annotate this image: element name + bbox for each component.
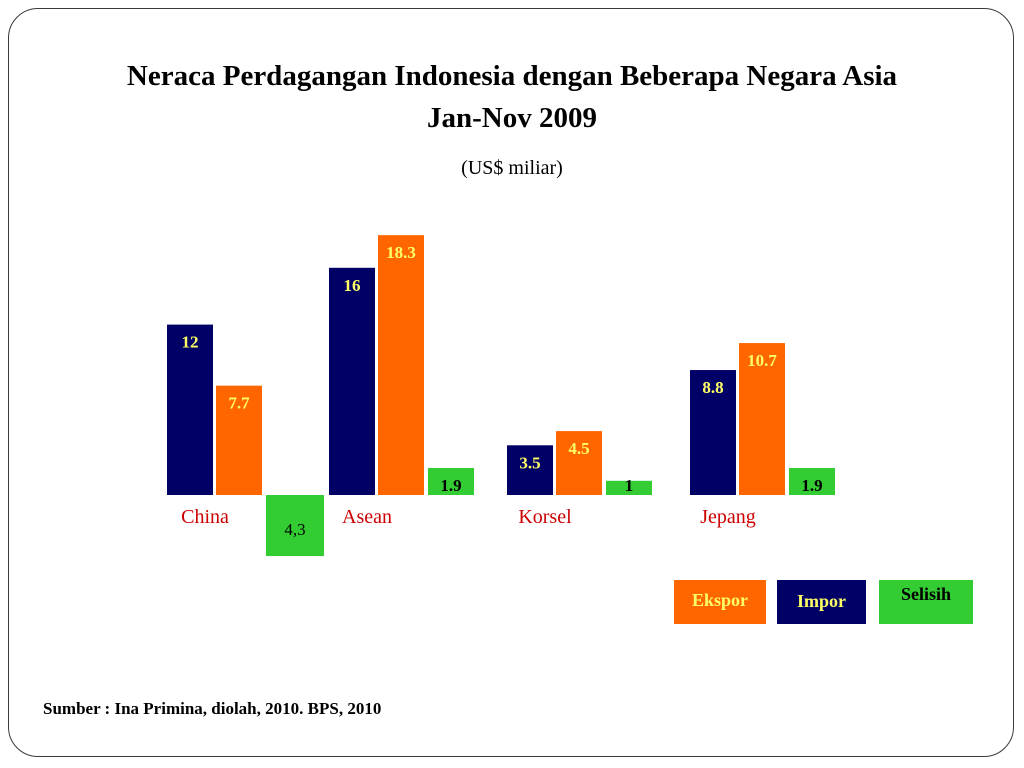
bar-selisih-jepang: [789, 468, 835, 495]
data-label-ekspor-asean: 18.3: [386, 243, 416, 262]
data-label-selisih-jepang: 1.9: [801, 476, 822, 495]
bar-ekspor-korsel: [556, 431, 602, 495]
data-label-ekspor-jepang: 10.7: [747, 351, 777, 370]
chart-title-period: Jan-Nov 2009: [427, 102, 597, 134]
data-label-impor-china: 12: [182, 333, 199, 352]
category-label-korsel: Korsel: [518, 506, 572, 528]
category-label-jepang: Jepang: [700, 506, 756, 528]
bar-selisih-china: [266, 495, 324, 557]
data-label-ekspor-china: 7.7: [228, 394, 250, 413]
legend-impor: Impor: [777, 580, 866, 624]
bar-ekspor-jepang: [739, 343, 785, 495]
bar-ekspor-asean: [378, 235, 424, 495]
chart-unit: (US$ miliar): [461, 157, 563, 179]
data-label-impor-asean: 16: [344, 276, 361, 295]
legend-selisih: Selisih: [879, 580, 973, 624]
chart-title: Neraca Perdagangan Indonesia dengan Bebe…: [126, 60, 898, 92]
data-label-selisih-china: 4,3: [284, 520, 305, 539]
bar-selisih-asean: [428, 468, 474, 495]
bar-impor-china: [167, 324, 213, 495]
legend-ekspor: Ekspor: [674, 580, 766, 624]
bar-chart: 12 7.7 4,3 China 16 18.3 1.9 Asean 3.5 4.5 1 Korsel…: [167, 235, 835, 557]
bar-impor-asean: [329, 267, 375, 495]
bar-impor-jepang: [690, 370, 736, 495]
data-label-ekspor-korsel: 4.5: [568, 439, 589, 458]
data-label-selisih-korsel: 1: [625, 476, 634, 495]
slide-frame: [8, 8, 1014, 757]
data-label-selisih-asean: 1.9: [440, 476, 461, 495]
bar-ekspor-china: [216, 385, 262, 495]
bar-impor-korsel: [507, 445, 553, 495]
source-note: Sumber : Ina Primina, diolah, 2010. BPS,…: [43, 699, 382, 718]
category-label-china: China: [181, 506, 229, 528]
data-label-impor-jepang: 8.8: [702, 378, 723, 397]
category-label-asean: Asean: [342, 506, 392, 528]
data-label-impor-korsel: 3.5: [519, 453, 540, 472]
bar-selisih-korsel: [606, 480, 652, 495]
